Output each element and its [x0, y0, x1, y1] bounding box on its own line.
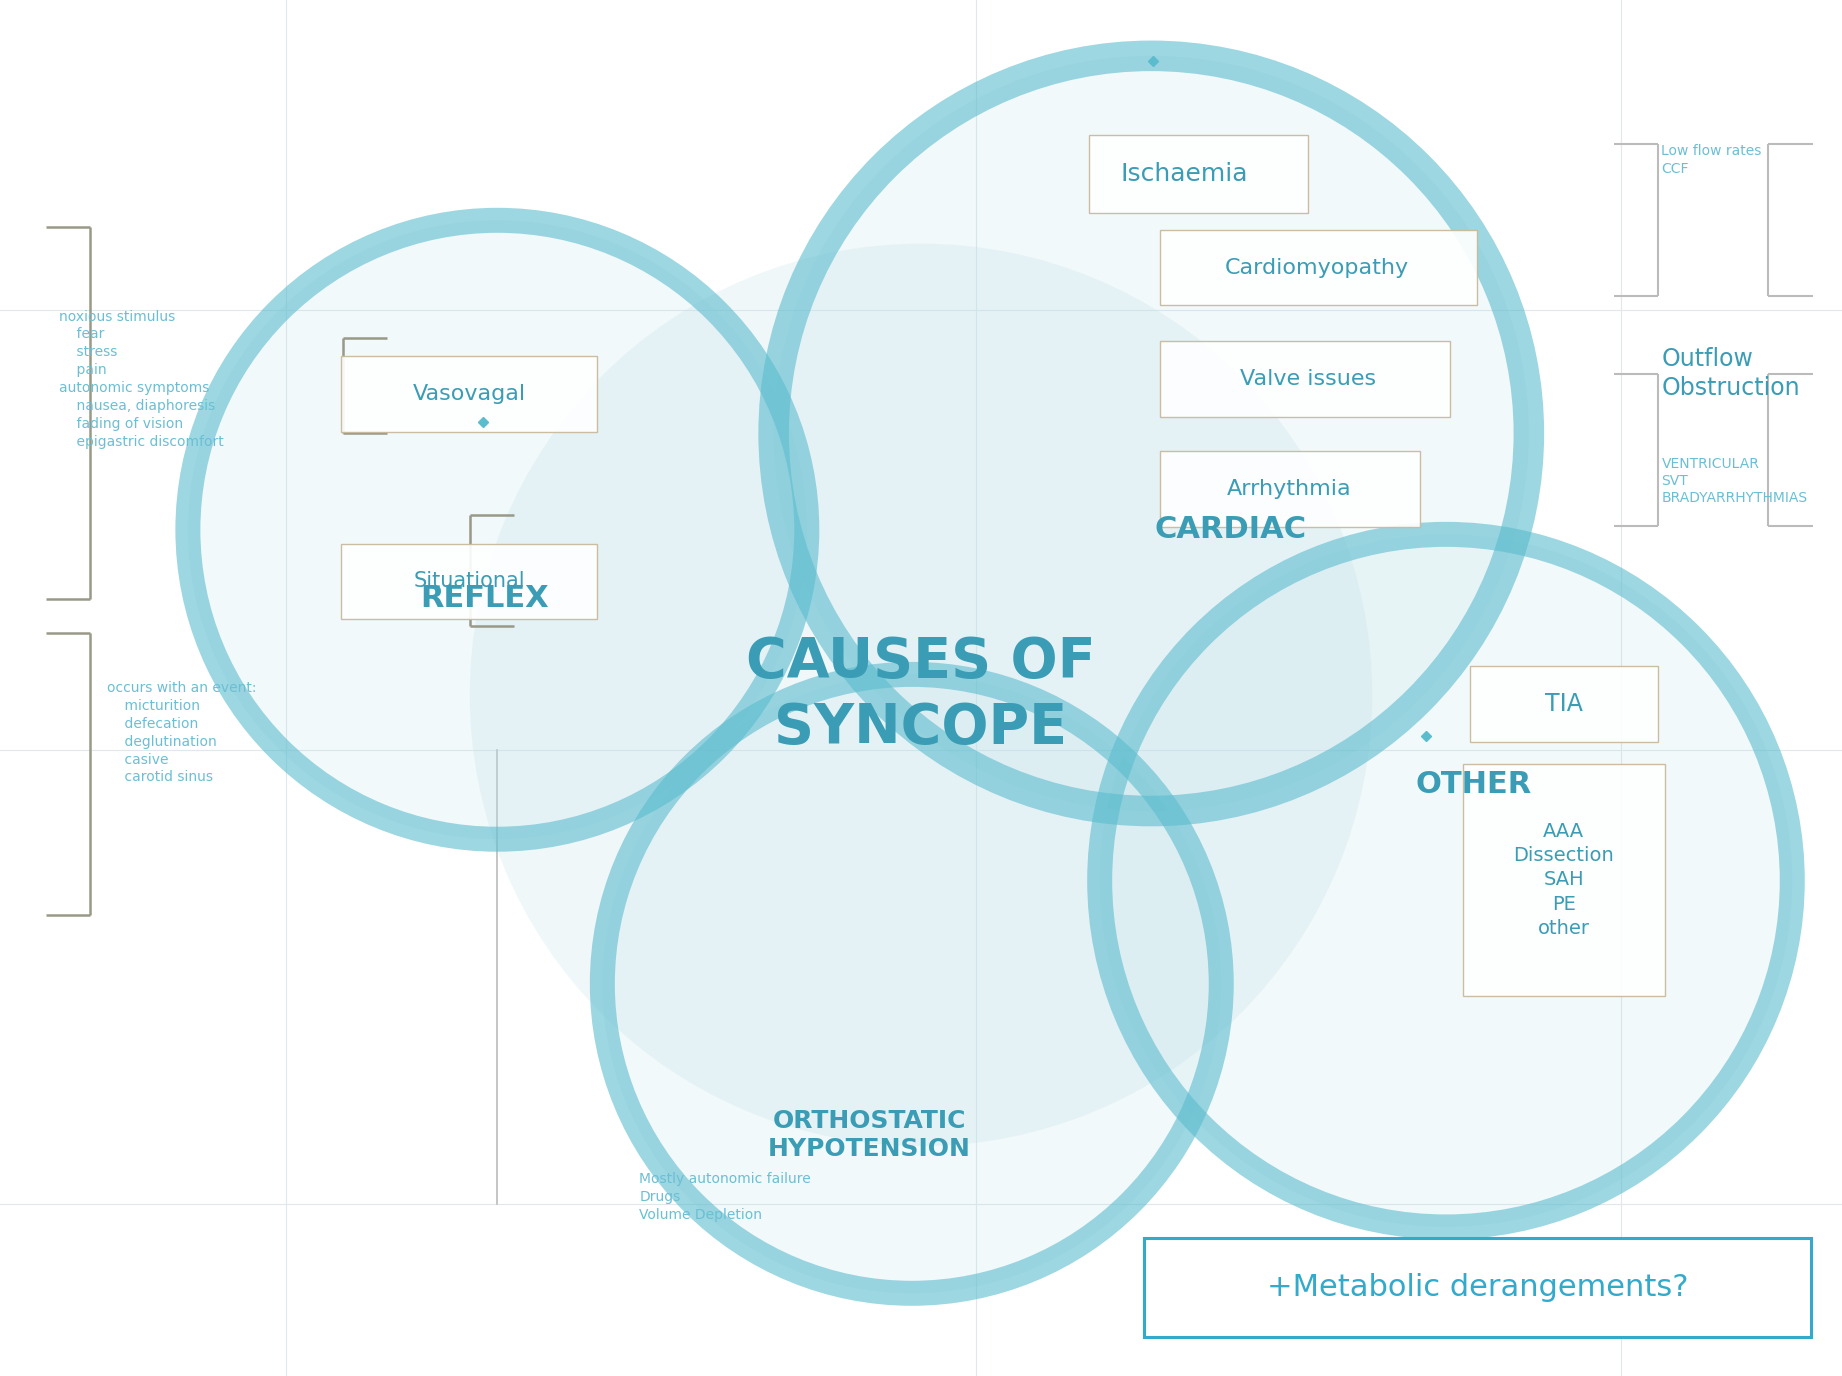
Text: ORTHOSTATIC
HYPOTENSION: ORTHOSTATIC HYPOTENSION: [768, 1109, 971, 1161]
Text: Cardiomyopathy: Cardiomyopathy: [1225, 257, 1409, 278]
FancyBboxPatch shape: [341, 356, 597, 432]
Text: Ischaemia: Ischaemia: [1120, 162, 1249, 186]
Ellipse shape: [774, 56, 1529, 810]
FancyBboxPatch shape: [1463, 764, 1665, 996]
Ellipse shape: [470, 244, 1372, 1146]
Text: noxious stimulus
    fear
    stress
    pain
autonomic symptoms
    nausea, dia: noxious stimulus fear stress pain autono…: [59, 310, 223, 449]
Ellipse shape: [1100, 534, 1792, 1227]
FancyBboxPatch shape: [1470, 666, 1658, 742]
Text: Low flow rates
CCF: Low flow rates CCF: [1661, 144, 1761, 176]
FancyBboxPatch shape: [1160, 230, 1477, 305]
Ellipse shape: [602, 674, 1221, 1293]
Text: +Metabolic derangements?: +Metabolic derangements?: [1267, 1273, 1687, 1303]
FancyBboxPatch shape: [1160, 451, 1420, 527]
Text: REFLEX: REFLEX: [420, 583, 549, 614]
Text: Arrhythmia: Arrhythmia: [1227, 479, 1352, 499]
Text: CAUSES OF
SYNCOPE: CAUSES OF SYNCOPE: [746, 634, 1096, 755]
Text: AAA
Dissection
SAH
PE
other: AAA Dissection SAH PE other: [1514, 821, 1614, 938]
FancyBboxPatch shape: [1144, 1238, 1811, 1337]
Text: Vasovagal: Vasovagal: [413, 384, 527, 405]
Text: Outflow
Obstruction: Outflow Obstruction: [1661, 347, 1800, 400]
Text: OTHER: OTHER: [1415, 769, 1533, 799]
Text: VENTRICULAR
SVT
BRADYARRHYTHMIAS: VENTRICULAR SVT BRADYARRHYTHMIAS: [1661, 457, 1807, 505]
FancyBboxPatch shape: [341, 544, 597, 619]
Text: TIA: TIA: [1545, 692, 1582, 716]
Text: Valve issues: Valve issues: [1240, 369, 1376, 389]
FancyBboxPatch shape: [1160, 341, 1450, 417]
Ellipse shape: [188, 220, 807, 839]
FancyBboxPatch shape: [1089, 135, 1308, 213]
Text: occurs with an event:
    micturition
    defecation
    deglutination
    casiv: occurs with an event: micturition defeca…: [107, 681, 256, 784]
Text: Situational: Situational: [414, 571, 525, 592]
Text: Mostly autonomic failure
Drugs
Volume Depletion: Mostly autonomic failure Drugs Volume De…: [639, 1172, 810, 1222]
Text: CARDIAC: CARDIAC: [1155, 515, 1306, 545]
